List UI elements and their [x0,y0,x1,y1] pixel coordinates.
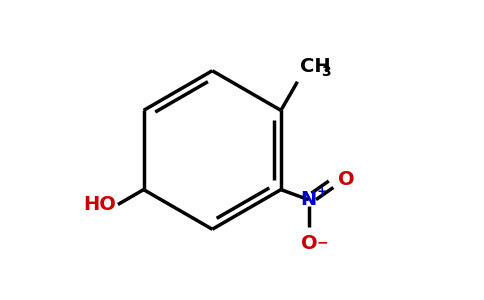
Text: +: + [317,185,328,198]
Text: CH: CH [300,57,331,76]
Text: O: O [337,170,354,189]
Text: O: O [301,235,317,254]
Text: 3: 3 [321,65,331,79]
Text: N: N [301,190,317,209]
Text: −: − [316,236,328,250]
Text: HO: HO [83,195,116,214]
